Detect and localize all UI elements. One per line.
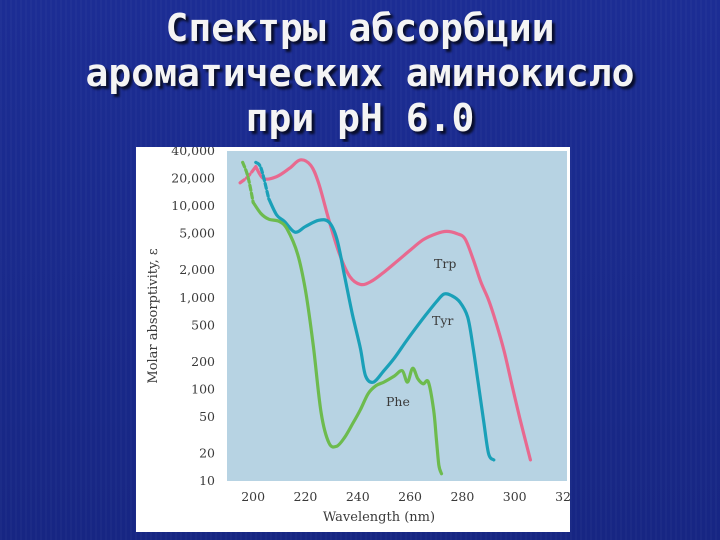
series-label-phe: Phe <box>386 394 410 409</box>
plot-background <box>227 151 567 481</box>
y-tick-label: 20,000 <box>171 171 215 186</box>
title-line-3: при pH 6.0 <box>245 96 475 140</box>
x-tick-label: 280 <box>450 489 474 504</box>
series-label-trp: Trp <box>434 256 456 271</box>
y-tick-label: 40,000 <box>171 147 215 158</box>
y-tick-label: 50 <box>199 409 215 424</box>
x-tick-label: 200 <box>241 489 265 504</box>
x-tick-label: 240 <box>346 489 370 504</box>
y-tick-label: 5,000 <box>179 226 215 241</box>
y-tick-label: 100 <box>191 381 215 396</box>
y-tick-label: 10 <box>199 473 215 488</box>
series-line-trp <box>254 158 532 462</box>
y-axis-ticks: 40,000 20,000 10,000 5,000 2,000 1,000 500 200 1… <box>171 147 215 488</box>
title-line-1: Спектры абсорбции <box>165 6 555 50</box>
x-axis-ticks: 200 220 240 260 280 300 320 <box>241 489 570 504</box>
x-axis-title: Wavelength (nm) <box>323 510 435 525</box>
x-tick-label: 300 <box>503 489 527 504</box>
series-label-tyr: Tyr <box>432 313 453 328</box>
series-line-tyr-dashed <box>254 160 271 201</box>
series-line-phe-dashed <box>241 160 255 204</box>
series-lines <box>238 158 532 476</box>
x-tick-label: 220 <box>294 489 318 504</box>
series-labels: Trp Tyr Phe <box>386 256 456 409</box>
chart-svg: 40,000 20,000 10,000 5,000 2,000 1,000 500 200 1… <box>146 147 570 525</box>
y-tick-label: 1,000 <box>179 290 215 305</box>
y-tick-label: 10,000 <box>171 198 215 213</box>
y-tick-label: 200 <box>191 354 215 369</box>
slide-title: Спектры абсорбции ароматических аминокис… <box>0 6 720 142</box>
y-tick-label: 20 <box>199 445 215 460</box>
x-tick-label: 320 <box>555 489 570 504</box>
series-line-phe <box>251 200 444 476</box>
y-axis-title: Molar absorptivity, ε <box>146 248 161 383</box>
y-tick-label: 2,000 <box>179 262 215 277</box>
series-line-tyr <box>267 197 496 462</box>
x-tick-label: 260 <box>398 489 422 504</box>
absorption-chart: 40,000 20,000 10,000 5,000 2,000 1,000 500 200 1… <box>136 147 570 532</box>
title-line-2: ароматических аминокисло <box>85 51 635 95</box>
y-tick-label: 500 <box>191 317 215 332</box>
